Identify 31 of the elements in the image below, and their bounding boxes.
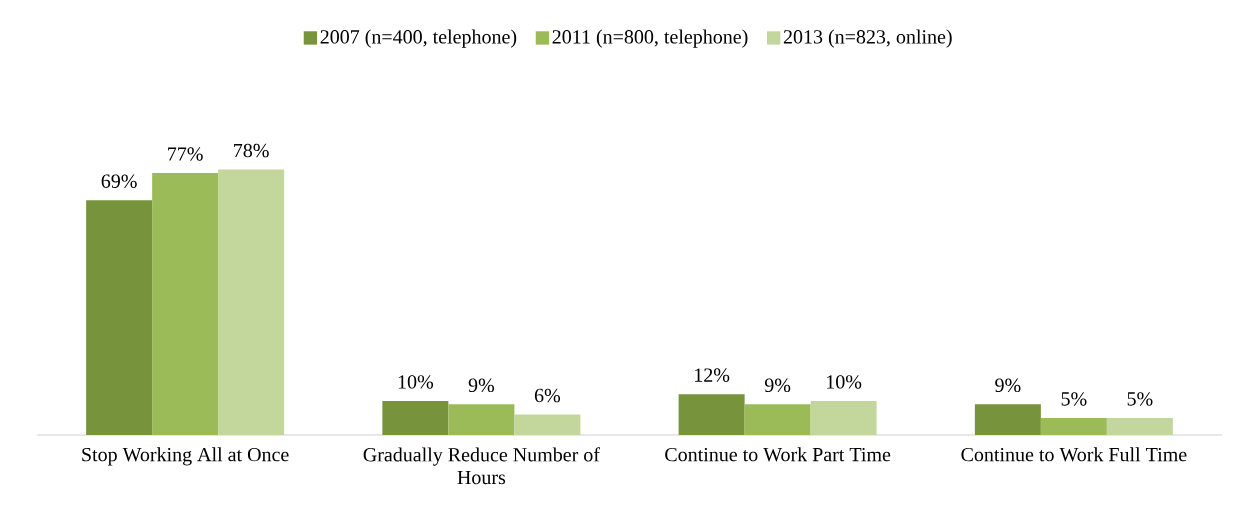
bar xyxy=(448,404,515,435)
data-label: 78% xyxy=(234,143,269,158)
data-label: 6% xyxy=(534,388,561,403)
data-label: 10% xyxy=(398,375,434,389)
x-tick-label: Gradually Reduce Number of Hours xyxy=(363,447,600,485)
x-tick-label: Stop Working All at Once xyxy=(82,447,289,466)
bar xyxy=(86,200,153,435)
bar xyxy=(514,414,581,435)
data-label: 5% xyxy=(1127,392,1153,406)
bar xyxy=(678,394,745,435)
data-label: 77% xyxy=(168,147,203,161)
data-label: 9% xyxy=(468,378,495,393)
bar xyxy=(1106,417,1173,435)
legend-label: 2011 (n=800, telephone) xyxy=(552,29,748,48)
bar xyxy=(152,173,219,435)
data-label: 10% xyxy=(827,375,862,389)
legend-label: 2013 (n=823, online) xyxy=(783,29,952,48)
data-label: 12% xyxy=(695,368,730,382)
data-label: 9% xyxy=(995,378,1021,393)
bar xyxy=(744,404,811,435)
data-label: 5% xyxy=(1061,392,1087,406)
bar xyxy=(810,400,877,435)
data-label: 69% xyxy=(101,174,137,188)
data-label: 9% xyxy=(764,378,791,393)
legend-label: 2007 (n=400, telephone) xyxy=(320,29,517,48)
x-tick-label: Continue to Work Part Time xyxy=(665,447,891,462)
bar xyxy=(382,400,449,435)
x-tick-label: Continue to Work Full Time xyxy=(961,447,1187,462)
bar xyxy=(1040,417,1107,435)
bar xyxy=(974,404,1041,435)
bar xyxy=(218,169,285,435)
